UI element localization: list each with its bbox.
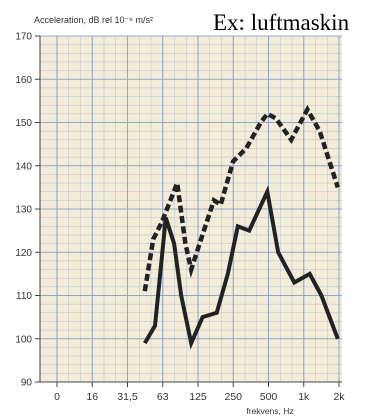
series-line-dashed bbox=[142, 104, 340, 292]
x-tick-label: 31,5 bbox=[117, 391, 138, 403]
x-tick-label: 2k bbox=[333, 391, 345, 403]
x-tick-label: 500 bbox=[260, 391, 278, 403]
x-tick-label: 250 bbox=[224, 391, 242, 403]
y-tick-label: 100 bbox=[15, 334, 32, 345]
x-tick-label: 16 bbox=[86, 391, 98, 403]
x-axis-label: frekvens, Hz bbox=[246, 406, 293, 416]
x-tick-label: 125 bbox=[189, 391, 207, 403]
series-line-solid bbox=[143, 185, 340, 350]
y-axis-label: Acceleration, dB rel 10⁻⁶ m/s² bbox=[34, 15, 153, 25]
y-tick-label: 110 bbox=[16, 291, 32, 302]
x-tick-label: 1k bbox=[298, 391, 310, 403]
x-tick-label: 63 bbox=[157, 391, 169, 403]
y-tick-label: 90 bbox=[21, 378, 33, 389]
y-tick-label: 160 bbox=[15, 75, 32, 86]
y-tick-label: 170 bbox=[15, 32, 32, 43]
y-tick-label: 140 bbox=[15, 161, 32, 172]
x-tick-label: 0 bbox=[54, 391, 60, 403]
y-tick-label: 130 bbox=[15, 205, 32, 216]
overlay-title: Ex: luftmaskin bbox=[213, 10, 350, 35]
y-tick-label: 120 bbox=[15, 248, 32, 259]
y-tick-label: 150 bbox=[15, 118, 32, 129]
